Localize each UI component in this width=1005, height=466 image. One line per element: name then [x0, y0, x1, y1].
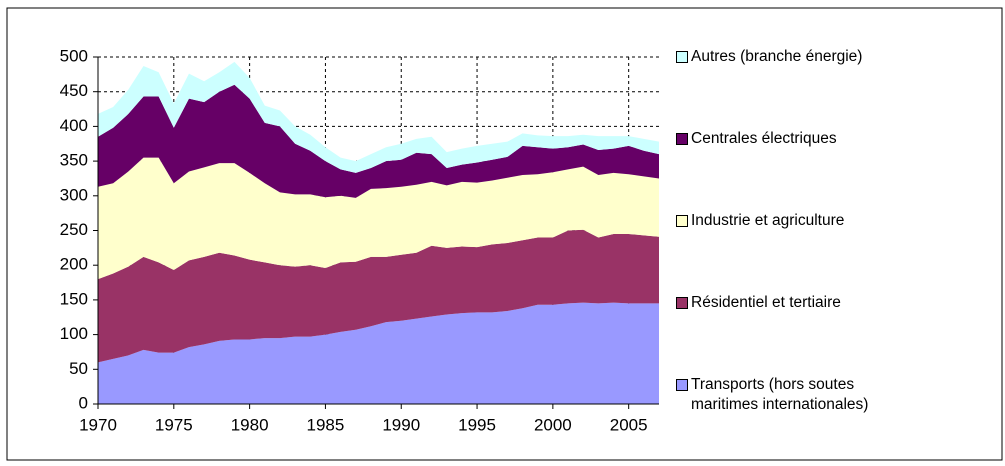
legend-swatch — [676, 379, 688, 391]
x-tick-label: 1980 — [231, 415, 269, 434]
y-tick-label: 500 — [60, 46, 88, 65]
legend-label: Autres (branche énergie) — [691, 48, 863, 65]
y-tick-label: 450 — [60, 81, 88, 100]
area — [98, 84, 659, 198]
y-tick-label: 200 — [60, 255, 88, 274]
legend-label: Résidentiel et tertiaire — [691, 294, 841, 311]
legend-swatch — [676, 215, 688, 227]
y-tick-label: 400 — [60, 116, 88, 135]
x-tick-label: 2000 — [534, 415, 572, 434]
y-tick-label: 0 — [79, 393, 88, 412]
area — [98, 229, 659, 363]
legend-item: Transports (hors soutes maritimes intern… — [676, 375, 946, 415]
legend-swatch — [676, 51, 688, 63]
area — [98, 157, 659, 280]
legend-item: Résidentiel et tertiaire — [676, 293, 946, 313]
x-tick-label: 2005 — [610, 415, 648, 434]
legend-swatch — [676, 133, 688, 145]
y-tick-label: 300 — [60, 185, 88, 204]
y-tick-label: 250 — [60, 220, 88, 239]
legend-swatch — [676, 297, 688, 309]
area — [98, 302, 659, 404]
legend-item: Autres (branche énergie) — [676, 47, 946, 67]
y-tick-label: 100 — [60, 324, 88, 343]
y-tick-label: 150 — [60, 289, 88, 308]
x-tick-label: 1995 — [458, 415, 496, 434]
legend-label: Transports (hors soutes maritimes intern… — [691, 376, 869, 413]
x-tick-label: 1975 — [155, 415, 193, 434]
legend-item: Industrie et agriculture — [676, 211, 946, 231]
x-tick-label: 1990 — [382, 415, 420, 434]
legend-label: Industrie et agriculture — [691, 212, 845, 229]
y-tick-label: 350 — [60, 151, 88, 170]
area — [98, 61, 659, 173]
y-tick-label: 50 — [69, 359, 88, 378]
legend-label: Centrales électriques — [691, 130, 837, 147]
legend-item: Centrales électriques — [676, 129, 946, 149]
x-tick-label: 1970 — [79, 415, 117, 434]
x-tick-label: 1985 — [307, 415, 345, 434]
